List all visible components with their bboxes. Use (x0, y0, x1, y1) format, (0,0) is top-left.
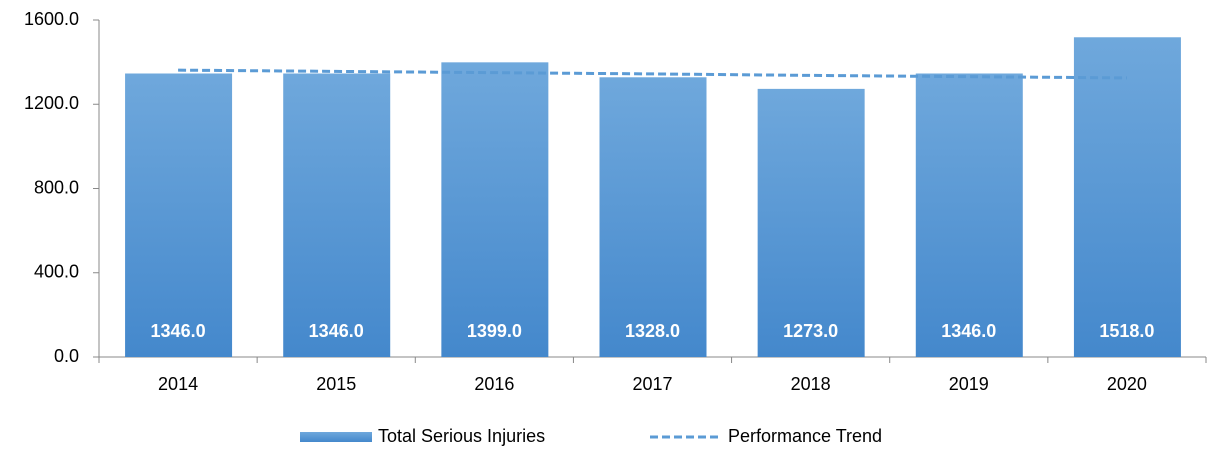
bar (915, 73, 1023, 357)
data-label: 1273.0 (783, 321, 838, 341)
x-tick-label: 2018 (791, 374, 831, 394)
x-tick-label: 2020 (1107, 374, 1147, 394)
data-label: 1346.0 (309, 321, 364, 341)
data-label: 1399.0 (467, 321, 522, 341)
x-tick-label: 2014 (158, 374, 198, 394)
bar (599, 77, 707, 357)
legend-label: Performance Trend (728, 426, 882, 446)
legend-label: Total Serious Injuries (378, 426, 545, 446)
y-tick-label: 0.0 (54, 346, 79, 366)
bar (757, 88, 865, 357)
trend-line (178, 68, 1127, 80)
data-label: 1518.0 (1099, 321, 1154, 341)
bar (125, 73, 233, 357)
y-tick-label: 1600.0 (24, 9, 79, 29)
y-tick-label: 400.0 (34, 262, 79, 282)
x-tick-label: 2019 (949, 374, 989, 394)
bar (1073, 37, 1181, 358)
data-label: 1346.0 (941, 321, 996, 341)
y-tick-label: 800.0 (34, 177, 79, 197)
bar (283, 73, 391, 357)
x-tick-label: 2015 (316, 374, 356, 394)
legend-swatch (300, 432, 372, 442)
bar (441, 62, 549, 357)
data-label: 1346.0 (151, 321, 206, 341)
x-tick-label: 2016 (474, 374, 514, 394)
x-tick-label: 2017 (632, 374, 672, 394)
data-label: 1328.0 (625, 321, 680, 341)
y-tick-label: 1200.0 (24, 93, 79, 113)
